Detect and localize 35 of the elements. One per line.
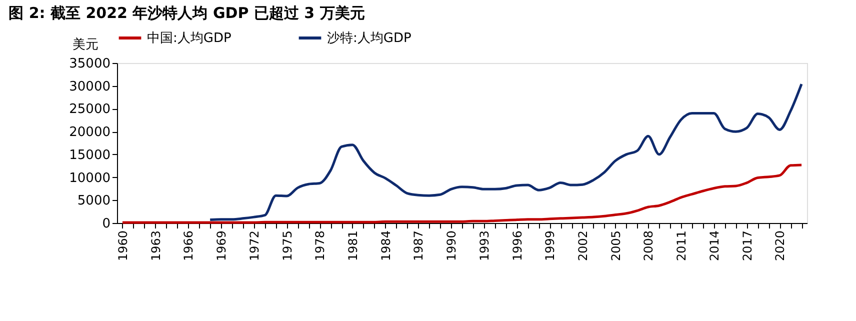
x-tick-label: 2011 [674,230,689,262]
x-tick-label: 1999 [543,230,558,262]
y-tick-label: 35000 [69,56,110,72]
legend-label: 沙特:人均GDP [327,31,412,46]
y-tick-label: 25000 [69,102,110,118]
x-tick-label: 1969 [214,230,229,262]
line-series [208,82,803,222]
y-tick-label: 15000 [69,148,110,163]
x-tick-label: 2020 [773,230,788,262]
y-tick-label: 30000 [69,79,110,94]
x-tick-label: 1993 [477,230,492,262]
x-tick-label: 2017 [740,230,754,262]
line-series [121,164,803,224]
x-tick-label: 1984 [378,230,393,262]
x-tick-label: 2002 [576,230,590,262]
x-tick-label: 2005 [608,230,623,262]
x-tick-label: 1978 [313,230,328,262]
y-tick-label: 0 [102,216,110,232]
x-tick-label: 2014 [707,230,722,262]
legend-label: 中国:人均GDP [147,31,232,46]
x-tick-label: 1987 [412,230,426,262]
x-tick-label: 1966 [182,230,196,262]
x-tick-label: 1975 [280,230,294,262]
y-tick-label: 20000 [69,125,110,140]
x-tick-label: 2008 [642,230,656,262]
x-tick-label: 1981 [346,230,360,262]
x-tick-label: 1990 [444,230,459,262]
x-tick-label: 1960 [116,230,130,262]
y-tick-label: 5000 [77,194,110,209]
x-tick-label: 1996 [510,230,524,262]
x-tick-label: 1972 [247,230,262,262]
y-axis-title: 美元 [72,36,98,52]
x-tick-label: 1963 [148,230,163,262]
chart-title: 图 2: 截至 2022 年沙特人均 GDP 已超过 3 万美元 [8,4,365,22]
y-tick-label: 10000 [69,170,110,186]
